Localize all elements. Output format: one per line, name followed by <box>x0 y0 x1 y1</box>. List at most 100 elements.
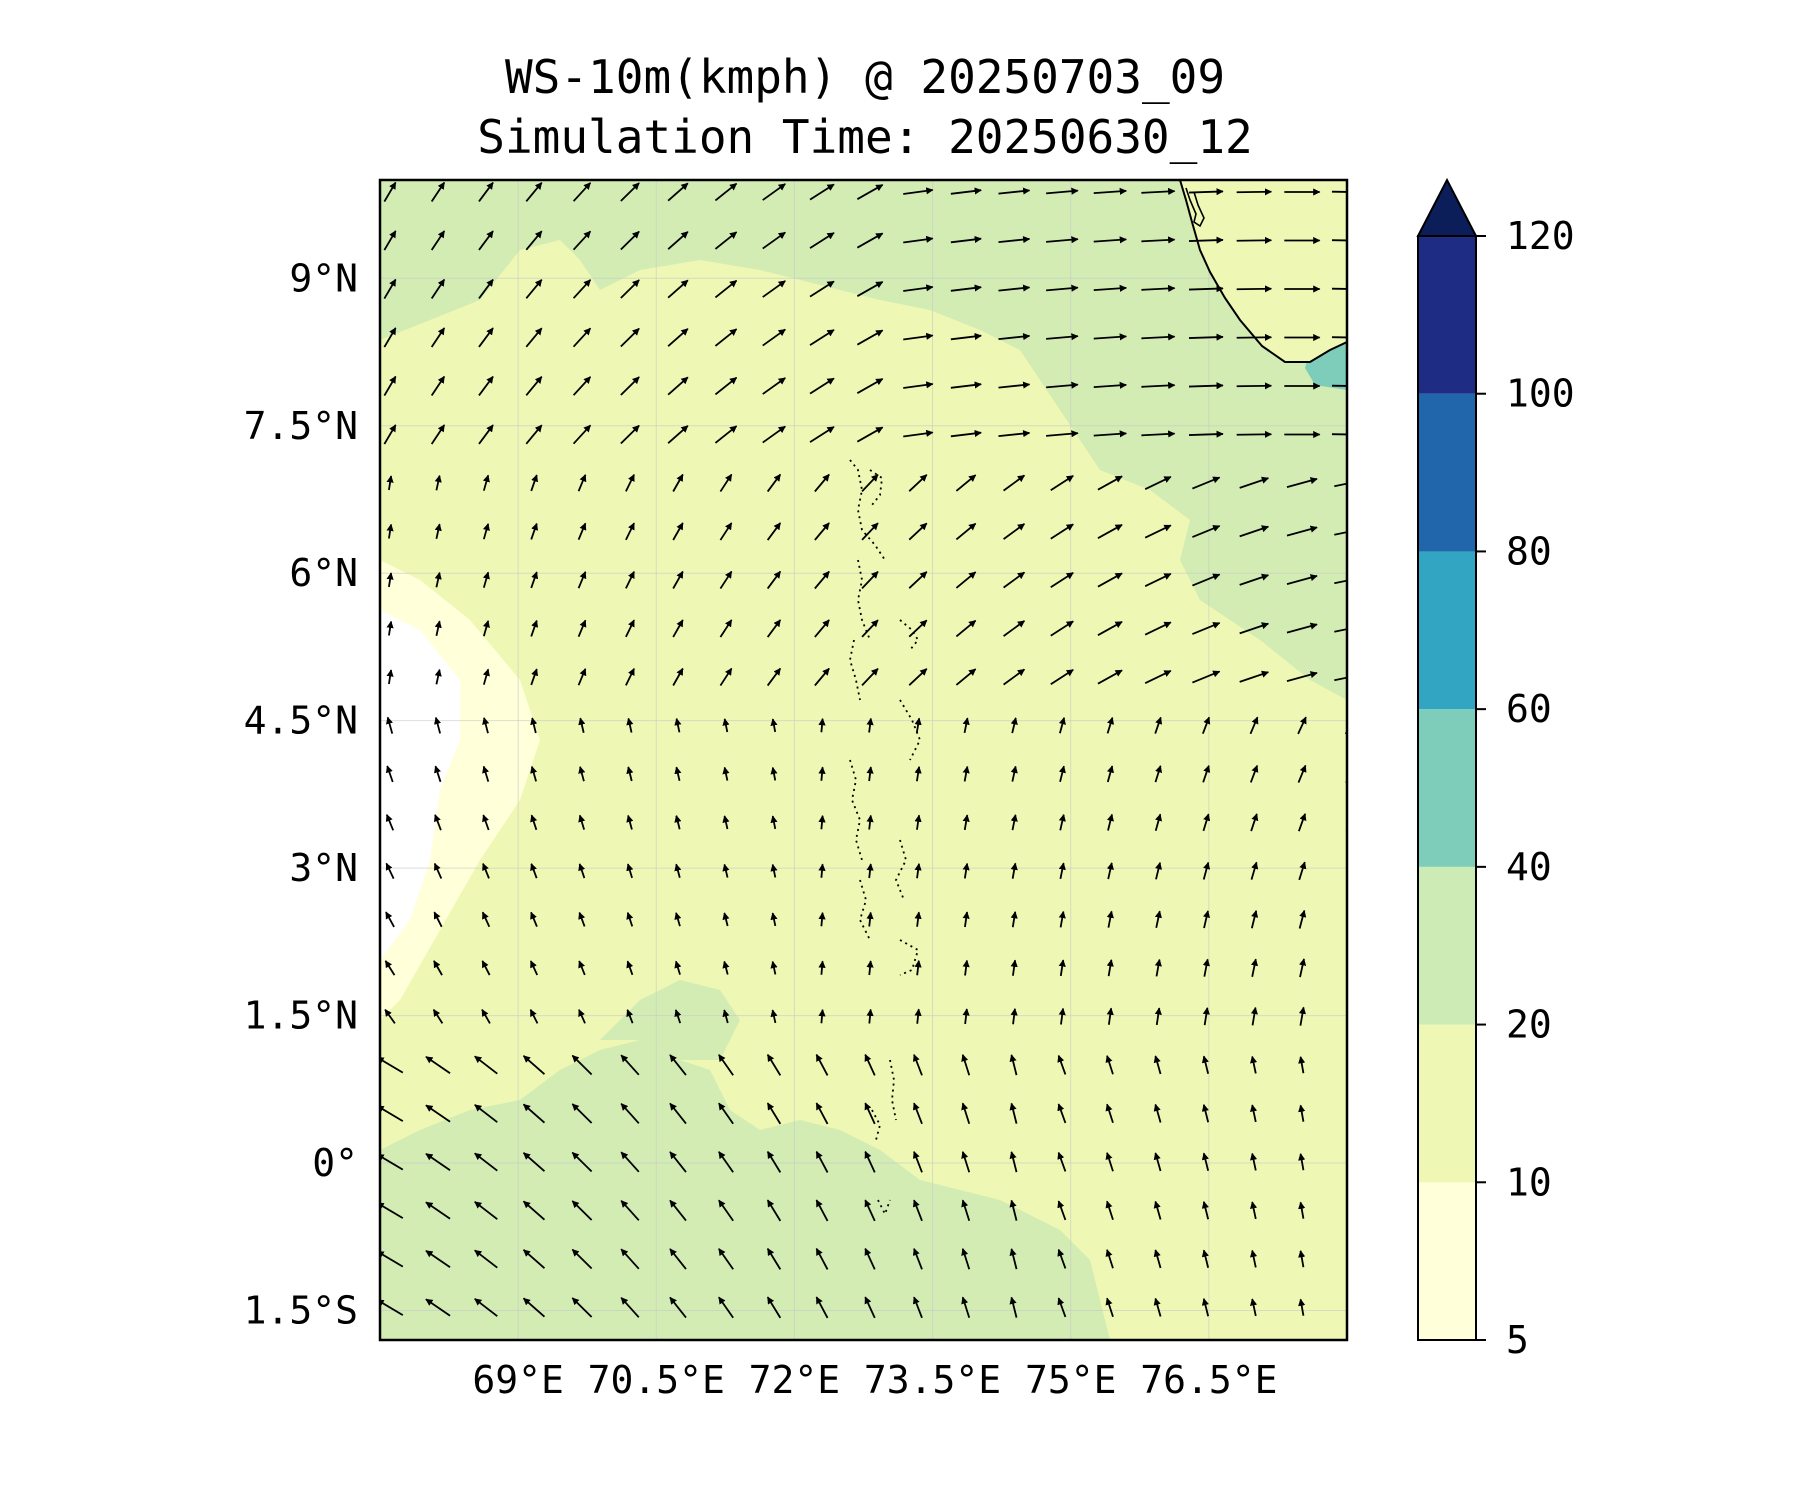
wind-arrow <box>718 1054 734 1076</box>
wind-arrow <box>903 332 934 341</box>
wind-arrow <box>1153 1055 1162 1075</box>
wind-arrow <box>1298 1250 1306 1268</box>
wind-arrow <box>950 332 982 341</box>
wind-arrow <box>766 570 782 590</box>
wind-arrow <box>1349 1348 1351 1364</box>
wind-arrow <box>481 960 491 976</box>
wind-arrow <box>1058 959 1066 977</box>
wind-arrow <box>912 1247 923 1270</box>
wind-arrow <box>1058 1007 1066 1025</box>
wind-arrow <box>1010 862 1018 879</box>
wind-arrow <box>1003 474 1026 492</box>
wind-arrow <box>1250 1249 1258 1268</box>
wind-arrow <box>571 1248 593 1270</box>
y-axis: 9°N 7.5°N 6°N 4.5°N 3°N 1.5°N 0° 1.5°S <box>244 256 358 1332</box>
wind-arrow <box>1334 628 1347 633</box>
wind-arrow <box>766 667 782 687</box>
wind-arrow <box>667 231 689 250</box>
wind-arrow <box>908 522 928 541</box>
wind-arrow <box>1046 187 1079 195</box>
wind-arrow <box>1286 525 1318 537</box>
wind-arrow <box>620 376 640 396</box>
wind-arrow <box>762 377 786 395</box>
wind-arrow <box>626 717 634 733</box>
wind-arrow <box>962 911 970 928</box>
wind-arrow <box>425 1153 451 1171</box>
wind-arrow <box>620 1054 640 1076</box>
wind-arrow <box>385 814 395 831</box>
wind-arrow <box>1236 188 1273 196</box>
wind-arrow <box>1050 620 1074 637</box>
wind-arrow <box>1010 1008 1018 1025</box>
wind-arrow <box>903 187 934 195</box>
wind-arrow <box>1153 1297 1162 1317</box>
wind-arrow <box>1202 861 1211 880</box>
wind-arrow <box>667 279 689 299</box>
wind-arrow <box>961 1054 971 1076</box>
wind-arrow <box>434 571 442 588</box>
wind-arrow <box>1058 765 1066 783</box>
wind-arrow <box>380 1299 404 1316</box>
wind-arrow <box>1010 959 1018 976</box>
colorbar-tick-label: 60 <box>1506 687 1552 731</box>
wind-arrow <box>861 667 879 687</box>
y-tick-label: 1.5°N <box>244 994 358 1038</box>
wind-arrow <box>766 619 782 638</box>
wind-arrow <box>530 522 539 540</box>
wind-arrow <box>1236 430 1273 438</box>
wind-arrow <box>1009 1248 1018 1270</box>
wind-arrow <box>474 1201 498 1220</box>
wind-arrow <box>1202 958 1210 977</box>
wind-arrow <box>809 232 835 249</box>
wind-arrow <box>1153 1103 1162 1123</box>
wind-arrow <box>1239 622 1270 635</box>
wind-arrow <box>903 429 934 438</box>
wind-arrow <box>384 960 396 976</box>
wind-arrow <box>1058 717 1066 734</box>
wind-arrow <box>430 424 446 445</box>
wind-arrow <box>1201 1249 1210 1268</box>
wind-arrow <box>1009 1296 1018 1318</box>
wind-arrow <box>482 862 490 879</box>
wind-arrow <box>1058 862 1066 880</box>
wind-arrow <box>770 912 778 927</box>
wind-arrow <box>766 1054 782 1076</box>
wind-arrow <box>809 377 835 395</box>
wind-arrow <box>525 182 543 202</box>
x-tick-label: 73.5°E <box>864 1358 1001 1402</box>
wind-arrow <box>856 232 884 249</box>
wind-arrow <box>1141 284 1176 293</box>
wind-arrow <box>1105 1055 1114 1075</box>
wind-arrow <box>864 1053 876 1076</box>
wind-arrow <box>667 182 689 202</box>
wind-arrow <box>814 570 830 590</box>
wind-arrow <box>1286 574 1318 585</box>
wind-arrow <box>626 1009 634 1024</box>
wind-arrow <box>818 912 826 927</box>
map-frame <box>378 178 1349 1342</box>
wind-arrow <box>674 1009 682 1024</box>
wind-arrow <box>425 1250 451 1268</box>
wind-arrow <box>1144 670 1172 684</box>
wind-arrow <box>578 766 586 782</box>
wind-arrow <box>718 1102 734 1125</box>
wind-arrow <box>762 425 786 444</box>
wind-arrow <box>814 667 830 687</box>
wind-arrow <box>1298 813 1307 832</box>
wind-arrow <box>718 1296 734 1319</box>
y-tick-label: 6°N <box>289 551 358 595</box>
wind-arrow <box>1201 1201 1210 1220</box>
wind-arrow <box>950 429 982 438</box>
wind-arrow <box>1010 765 1018 782</box>
wind-arrow <box>572 230 592 251</box>
wind-arrow <box>571 1297 593 1318</box>
wind-arrow <box>1093 430 1127 438</box>
wind-arrow <box>914 911 922 927</box>
wind-arrow <box>903 284 934 292</box>
wind-arrow <box>1106 862 1114 880</box>
wind-arrow <box>522 1249 546 1269</box>
colorbar-segment <box>1418 1182 1476 1340</box>
wind-arrow <box>1011 1346 1016 1366</box>
wind-arrow <box>1093 236 1127 244</box>
wind-arrow <box>1057 1297 1067 1318</box>
